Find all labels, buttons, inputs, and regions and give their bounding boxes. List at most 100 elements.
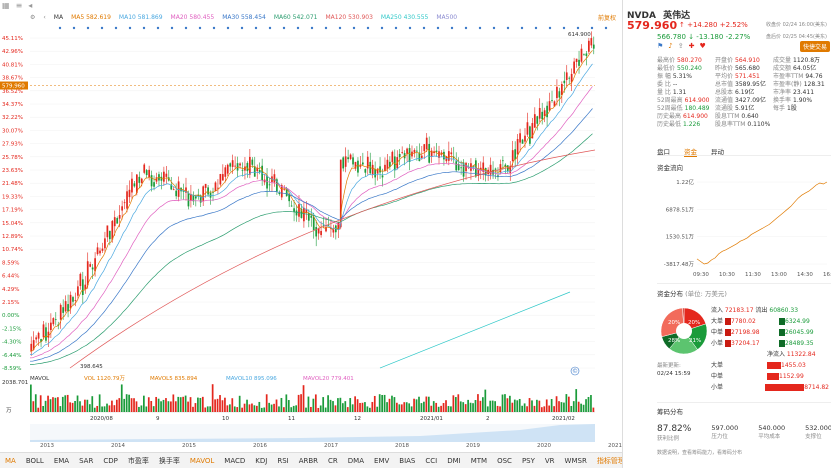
- candle-body: [133, 183, 136, 187]
- indicator-tab-cci[interactable]: CCI: [425, 456, 438, 465]
- event-dot: [268, 26, 272, 30]
- quote-cell: 股息TTM 0.640: [715, 113, 773, 121]
- volume-bar: [182, 396, 185, 412]
- volume-bar: [366, 406, 369, 412]
- net-row: 小单 8714.82: [711, 382, 829, 393]
- quote-cell: 振 幅 5.31%: [657, 73, 715, 81]
- ma5-line: [29, 50, 593, 352]
- plus-icon[interactable]: ✚: [688, 42, 695, 50]
- kline-chart-area[interactable]: ▦ ≡ ◂ ⚙ ‹ MA MA5 582.619 MA10 581.869 MA…: [0, 0, 622, 468]
- indicator-tab-dma[interactable]: DMA: [347, 456, 365, 465]
- event-dot: [506, 26, 510, 30]
- volume-bar: [398, 404, 401, 412]
- dist-in-value: 7780.02: [731, 318, 756, 325]
- volume-bar: [580, 403, 582, 412]
- indicator-tab-macd[interactable]: MACD: [224, 456, 246, 465]
- pie-label: 20%: [688, 320, 700, 326]
- subtab-0[interactable]: 盘口: [657, 148, 670, 156]
- indicator-tab-sar[interactable]: SAR: [79, 456, 94, 465]
- dist-out-value: 28489.35: [785, 340, 814, 347]
- bell-icon[interactable]: ♪: [668, 42, 673, 50]
- candle-body: [221, 174, 224, 181]
- candle-body: [96, 247, 99, 255]
- volume-bar: [346, 407, 349, 412]
- inflow-bar: [725, 340, 731, 347]
- volume-bar: [143, 395, 145, 412]
- subtab-2[interactable]: 异动: [711, 148, 724, 156]
- dist-out-value: 6324.99: [785, 318, 810, 325]
- candle-body: [280, 185, 283, 198]
- grid-icon[interactable]: ▦: [2, 1, 10, 10]
- indicator-tab-vr[interactable]: VR: [544, 456, 555, 465]
- quote-cell: 换手率 1.90%: [773, 97, 831, 105]
- candle-body: [72, 297, 74, 302]
- after-price: 566.780: [657, 33, 686, 41]
- flag-icon[interactable]: ⚑: [657, 42, 664, 50]
- indicator-tab-boll[interactable]: BOLL: [25, 456, 44, 465]
- quote-cell: 平均价 571.451: [715, 73, 773, 81]
- event-dot: [548, 26, 552, 30]
- dist-title-text: 资金分布: [657, 290, 683, 298]
- volume-bar: [457, 394, 460, 412]
- candle-body: [290, 205, 293, 207]
- volume-bar: [290, 407, 293, 412]
- share-icon[interactable]: ⇪: [677, 42, 684, 50]
- price-pct: +2.52%: [719, 21, 748, 29]
- indicator-tab-wmsr[interactable]: WMSR: [564, 456, 587, 465]
- ma250-legend: MA250 430.555: [380, 14, 429, 21]
- heart-icon[interactable]: ♥: [699, 42, 706, 50]
- chip-stat-value: 87.82%: [657, 424, 692, 434]
- subtab-1[interactable]: 资金: [684, 148, 697, 157]
- candle-body: [194, 196, 197, 199]
- event-dot: [590, 26, 594, 30]
- volume-bar: [273, 403, 275, 412]
- list-icon[interactable]: ≡: [15, 1, 23, 10]
- quote-value: 0.110%: [747, 121, 771, 128]
- candle-body: [425, 137, 428, 150]
- volume-bar: [187, 401, 189, 412]
- collapse-icon[interactable]: ‹: [43, 14, 46, 21]
- quote-label: 市净率: [773, 89, 792, 96]
- price-axis-label: 19.33%: [2, 194, 23, 200]
- candle-body: [113, 217, 116, 227]
- volume-bar: [108, 405, 111, 412]
- indicator-tab-bias[interactable]: BIAS: [399, 456, 416, 465]
- indicator-tab-cr[interactable]: CR: [328, 456, 338, 465]
- indicator-tab-kdj[interactable]: KDJ: [255, 456, 268, 465]
- indicator-tab-市盈率[interactable]: 市盈率: [127, 456, 149, 465]
- price-axis-label: 15.04%: [2, 221, 23, 227]
- chip-stat: 540.000 平均成本: [758, 424, 785, 442]
- candle-body: [94, 258, 96, 272]
- quote-label: 开盘价: [715, 57, 734, 64]
- indicator-tab-arbr[interactable]: ARBR: [298, 456, 319, 465]
- ma5-legend: MA5 582.619: [71, 14, 111, 21]
- indicator-tab-osc[interactable]: OSC: [497, 456, 512, 465]
- indicator-tab-mavol[interactable]: MAVOL: [189, 456, 215, 465]
- indicator-tab-mtm[interactable]: MTM: [470, 456, 488, 465]
- indicator-tab-指标管理[interactable]: 指标管理: [596, 456, 625, 465]
- candle-body: [248, 156, 251, 175]
- indicator-tab-emv[interactable]: EMV: [374, 456, 390, 465]
- volume-bar: [111, 400, 113, 412]
- indicator-tab-ema[interactable]: EMA: [53, 456, 70, 465]
- quote-cell: 昨收价 565.680: [715, 65, 773, 73]
- quick-trade-button[interactable]: 快捷交易: [800, 41, 831, 52]
- indicator-tab-rsi[interactable]: RSI: [277, 456, 289, 465]
- indicator-tab-换手率[interactable]: 换手率: [158, 456, 180, 465]
- adjust-button[interactable]: 前复权: [598, 15, 617, 22]
- settings-icon[interactable]: ⚙: [30, 14, 36, 21]
- back-icon[interactable]: ◂: [28, 1, 33, 10]
- candle-body: [165, 173, 168, 177]
- quote-label: 52周最低: [657, 105, 683, 112]
- candle-body: [81, 279, 84, 295]
- indicator-tab-ma[interactable]: MA: [5, 456, 16, 465]
- volume-bar: [42, 405, 45, 412]
- indicator-tab-dmi[interactable]: DMI: [447, 456, 461, 465]
- volume-bar: [585, 399, 587, 412]
- candle-body: [408, 148, 411, 162]
- volume-bar: [283, 407, 285, 412]
- candle-body: [504, 164, 507, 167]
- indicator-tab-psy[interactable]: PSY: [521, 456, 535, 465]
- indicator-tab-cdp[interactable]: CDP: [103, 456, 118, 465]
- volume-bar: [162, 399, 165, 412]
